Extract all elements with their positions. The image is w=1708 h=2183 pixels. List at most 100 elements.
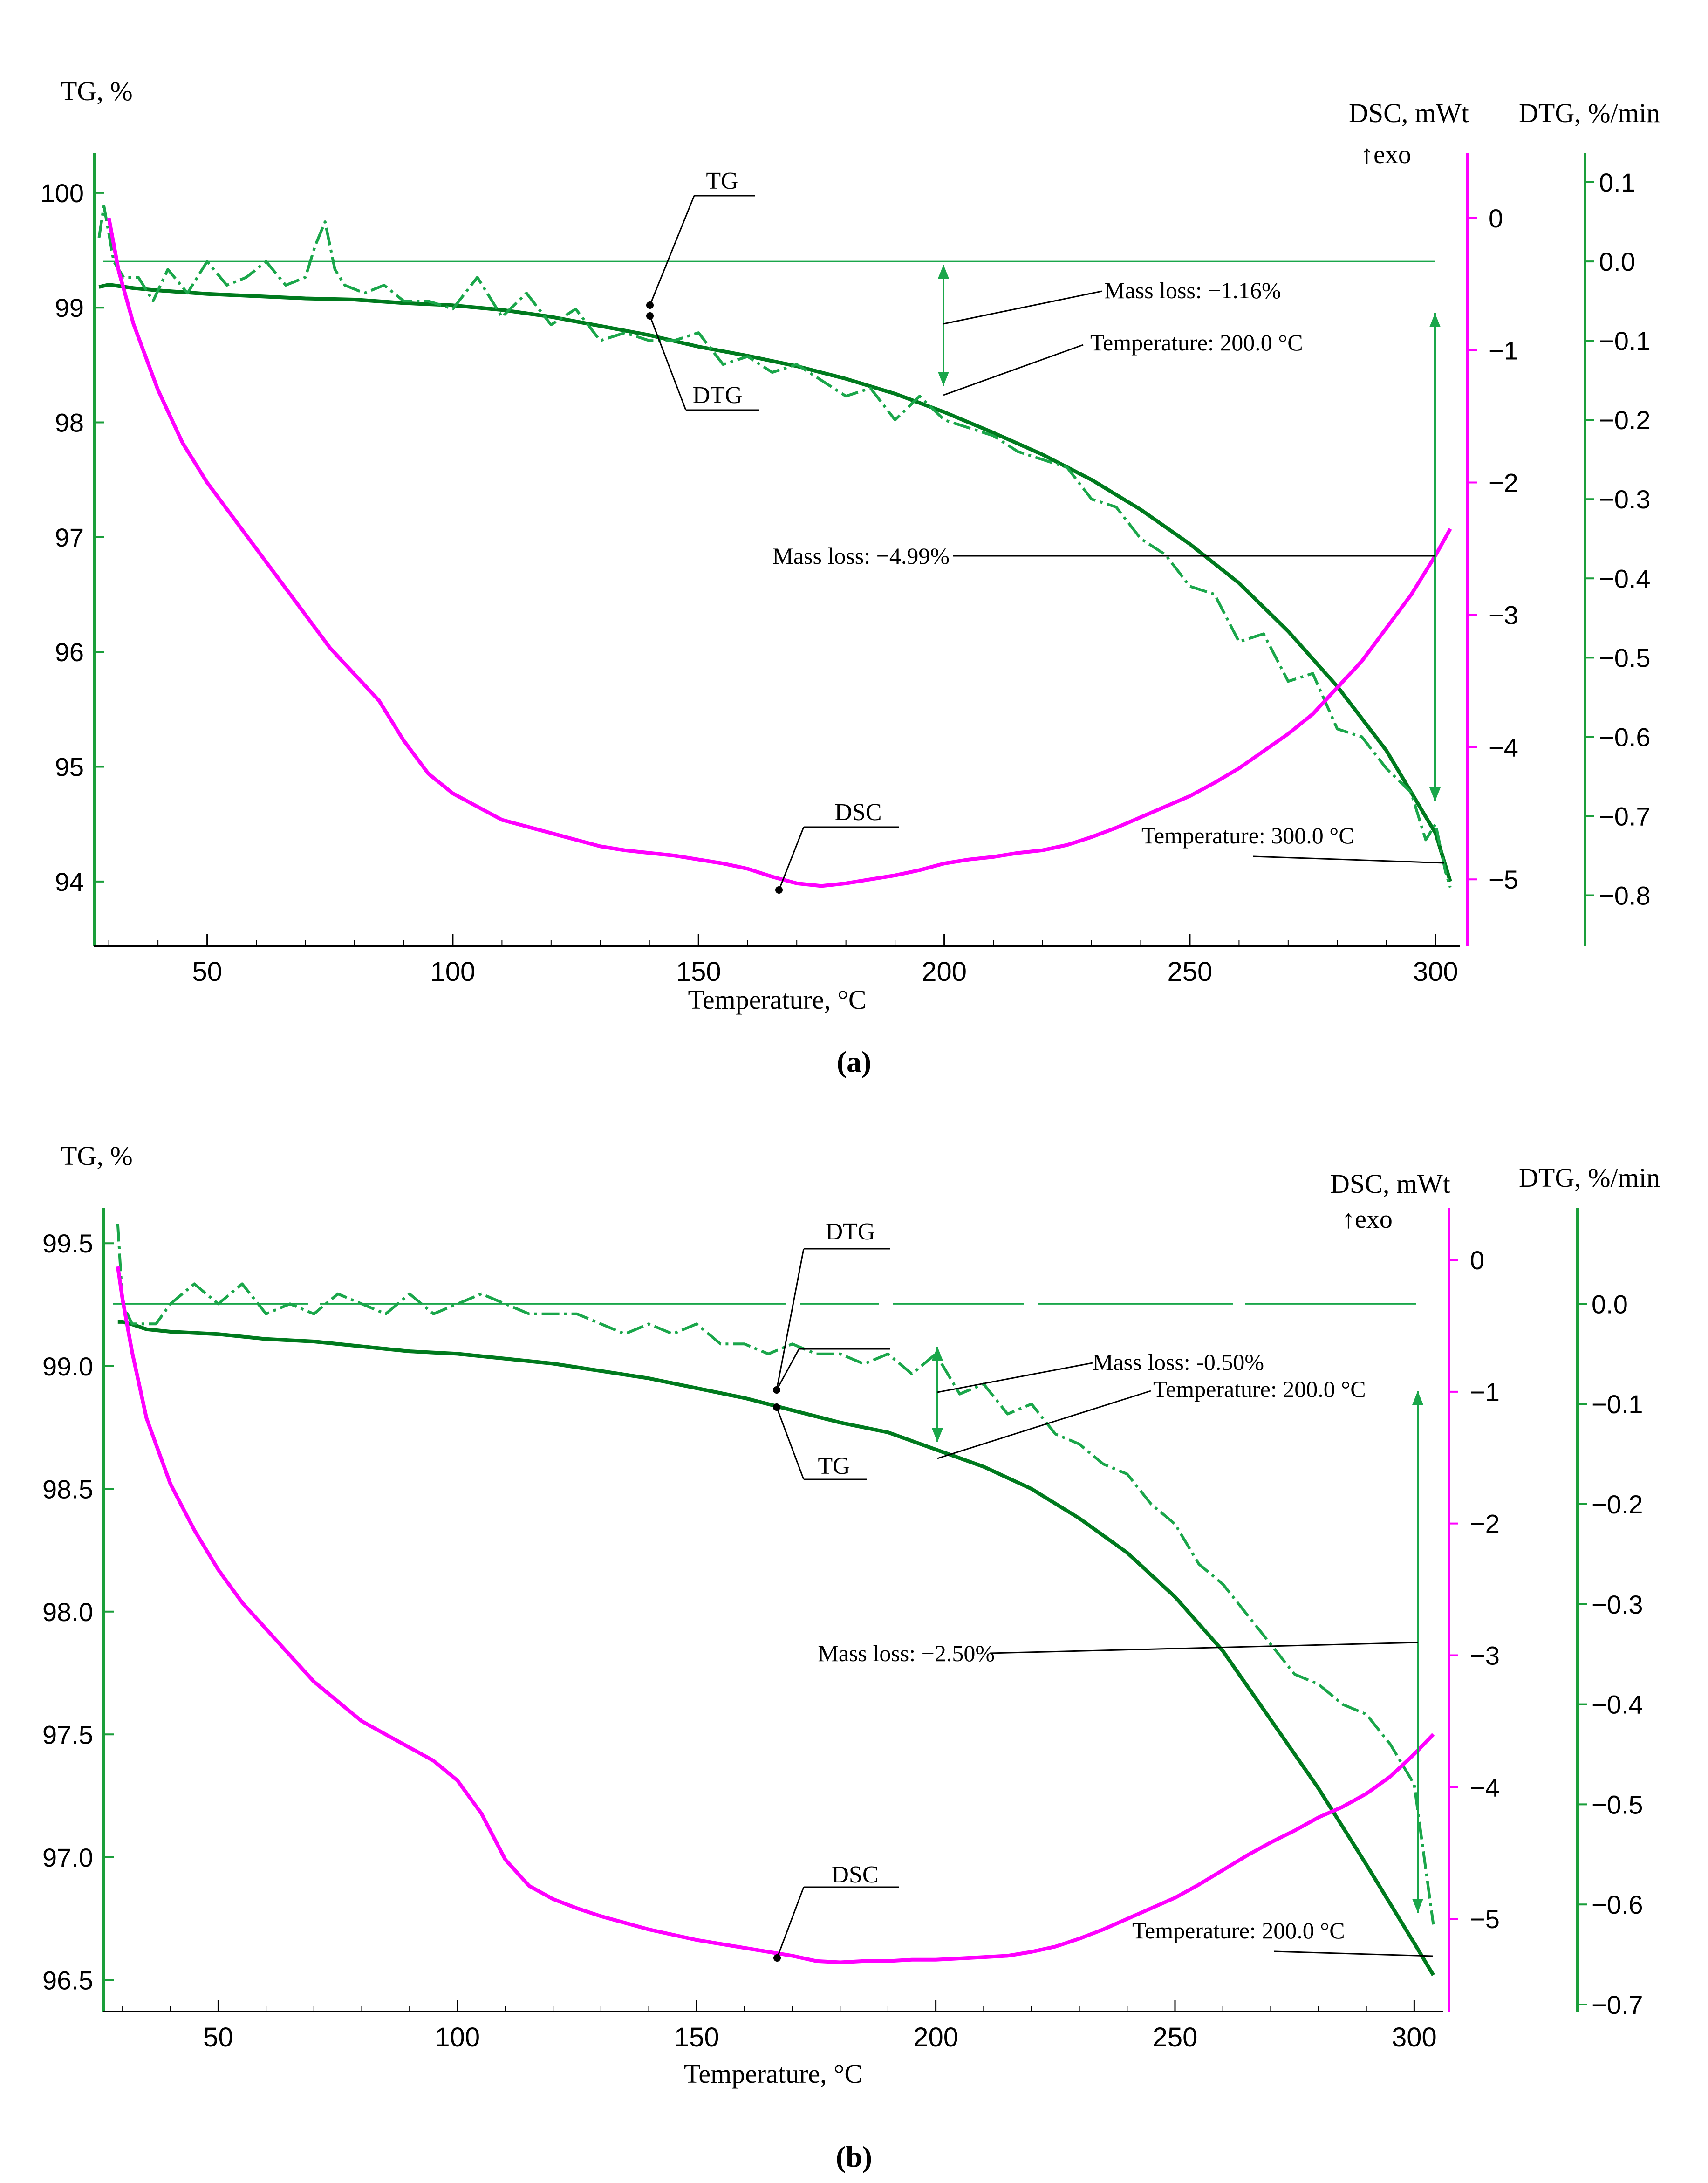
dtg-tick-label: −0.3 xyxy=(1599,485,1651,514)
dtg-tick-label: −0.1 xyxy=(1599,326,1651,356)
dtg-tick-label: −0.4 xyxy=(1592,1690,1643,1719)
annotation-leader xyxy=(1274,1950,1433,1957)
leader-line xyxy=(778,827,805,890)
dtg-tick-label: 0.0 xyxy=(1599,247,1635,276)
dtg-tick-label: −0.2 xyxy=(1599,405,1651,435)
annotation-leader xyxy=(943,290,1102,325)
x-tick-label: 250 xyxy=(1168,957,1213,987)
temperature-2-label: Temperature: 200.0 °C xyxy=(1132,1917,1345,1943)
dsc-axis-title: DSC, mWt xyxy=(1330,1169,1450,1199)
mass-loss-arrowhead xyxy=(938,265,949,386)
tg-curve-label: TG xyxy=(706,168,738,194)
dtg-tick-label: −0.2 xyxy=(1592,1490,1643,1519)
x-axis-title: Temperature, °C xyxy=(688,985,866,1015)
mass-loss-1-label: Mass loss: −1.16% xyxy=(1104,277,1281,303)
tg-tick-label: 98.0 xyxy=(42,1597,93,1627)
tg-tick-label: 99.5 xyxy=(42,1229,93,1258)
exo-label: ↑exo xyxy=(1342,1205,1393,1234)
tg-tick-label: 96.5 xyxy=(42,1965,93,1995)
dsc-tick-label: 0 xyxy=(1489,204,1503,233)
dtg-tick-label: −0.7 xyxy=(1592,1990,1643,2019)
leader-line xyxy=(649,195,695,306)
dtg-tick-label: 0.1 xyxy=(1599,168,1635,197)
tg-curve-label: TG xyxy=(818,1453,850,1479)
tg-axis-title: TG, % xyxy=(61,1141,133,1171)
leader-line xyxy=(776,1348,800,1390)
mass-loss-1-label: Mass loss: -0.50% xyxy=(1093,1349,1264,1375)
leader-point xyxy=(773,1954,781,1962)
leader-point xyxy=(646,301,654,309)
dsc-tick-label: −4 xyxy=(1470,1772,1500,1802)
dtg-tick-label: −0.6 xyxy=(1592,1890,1643,1919)
leader-line xyxy=(776,1407,805,1480)
panel-label: (b) xyxy=(836,2140,872,2173)
dtg-series-line xyxy=(116,1224,1435,1925)
dtg-curve-label: DTG xyxy=(693,382,743,409)
dsc-tick-label: −1 xyxy=(1470,1377,1500,1407)
temperature-1-label: Temperature: 200.0 °C xyxy=(1090,329,1303,356)
tg-series-line xyxy=(98,283,1452,882)
leader-line xyxy=(776,1248,805,1390)
tg-tick-label: 99.0 xyxy=(42,1352,93,1381)
x-tick-label: 100 xyxy=(430,957,476,987)
temperature-1-label: Temperature: 200.0 °C xyxy=(1153,1376,1366,1402)
chart-panel-a: 50 100 150 200 250 300 Temperature, °C (a) 100 99… xyxy=(41,76,1660,1078)
dtg-axis-title: DTG, %/min xyxy=(1519,98,1660,128)
tg-tick-label: 100 xyxy=(41,178,84,208)
tg-tick-label: 98.5 xyxy=(42,1474,93,1504)
chart-panel-b: 50 100 150 200 250 300 Temperature, °C (b) 99.5 9… xyxy=(42,1141,1660,2173)
dsc-tick-label: 0 xyxy=(1470,1245,1484,1275)
dtg-tick-label: −0.5 xyxy=(1599,643,1651,672)
dsc-tick-label: −5 xyxy=(1489,865,1518,894)
tg-tick-label: 95 xyxy=(55,753,84,782)
dsc-series-line xyxy=(116,1266,1435,1964)
dsc-tick-label: −3 xyxy=(1470,1641,1500,1670)
dtg-tick-label: 0.0 xyxy=(1592,1289,1628,1319)
dtg-tick-label: −0.5 xyxy=(1592,1790,1643,1819)
dtg-axis-title: DTG, %/min xyxy=(1519,1163,1660,1193)
dtg-tick-label: −0.1 xyxy=(1592,1389,1643,1419)
tg-tick-label: 97 xyxy=(55,523,84,552)
temperature-2-label: Temperature: 300.0 °C xyxy=(1141,822,1354,849)
leader-line xyxy=(776,1887,805,1958)
dsc-curve-label: DSC xyxy=(831,1861,878,1888)
dtg-tick-label: −0.8 xyxy=(1599,881,1651,910)
tg-tick-label: 96 xyxy=(55,637,84,667)
annotation-leader xyxy=(1253,855,1445,864)
x-tick-label: 50 xyxy=(203,2022,233,2053)
mass-loss-2-label: Mass loss: −4.99% xyxy=(772,543,950,569)
dtg-curve-label: DTG xyxy=(826,1218,875,1245)
mass-loss-2-label: Mass loss: −2.50% xyxy=(818,1640,995,1666)
tg-series-line xyxy=(117,1320,1435,1976)
x-tick-label: 200 xyxy=(922,957,967,987)
dsc-tick-label: −1 xyxy=(1489,336,1518,365)
dsc-series-line xyxy=(107,218,1452,888)
tg-tick-label: 99 xyxy=(55,293,84,322)
exo-label: ↑exo xyxy=(1360,140,1411,169)
x-tick-label: 150 xyxy=(674,2022,719,2053)
dsc-curve-label: DSC xyxy=(834,799,881,826)
tg-tick-label: 94 xyxy=(55,867,84,896)
annotation-leader xyxy=(943,344,1084,396)
dsc-tick-label: −5 xyxy=(1470,1904,1500,1934)
dsc-tick-label: −4 xyxy=(1489,732,1518,762)
tg-axis-title: TG, % xyxy=(61,76,133,106)
x-tick-label: 100 xyxy=(435,2022,480,2053)
x-tick-label: 300 xyxy=(1392,2022,1437,2053)
annotation-leader xyxy=(937,1362,1093,1393)
x-tick-label: 50 xyxy=(192,957,222,987)
x-tick-label: 250 xyxy=(1153,2022,1198,2053)
x-tick-label: 300 xyxy=(1413,957,1458,987)
leader-point xyxy=(646,312,654,320)
dtg-tick-label: −0.4 xyxy=(1599,564,1651,593)
dtg-tick-label: −0.6 xyxy=(1599,722,1651,752)
dsc-tick-label: −2 xyxy=(1470,1509,1500,1539)
x-tick-label: 200 xyxy=(913,2022,958,2053)
dtg-tick-label: −0.3 xyxy=(1592,1590,1643,1619)
x-axis-title: Temperature, °C xyxy=(684,2059,862,2089)
leader-line xyxy=(649,315,687,411)
tg-tick-label: 97.0 xyxy=(42,1843,93,1872)
tg-tick-label: 97.5 xyxy=(42,1720,93,1749)
dtg-tick-label: −0.7 xyxy=(1599,801,1651,831)
